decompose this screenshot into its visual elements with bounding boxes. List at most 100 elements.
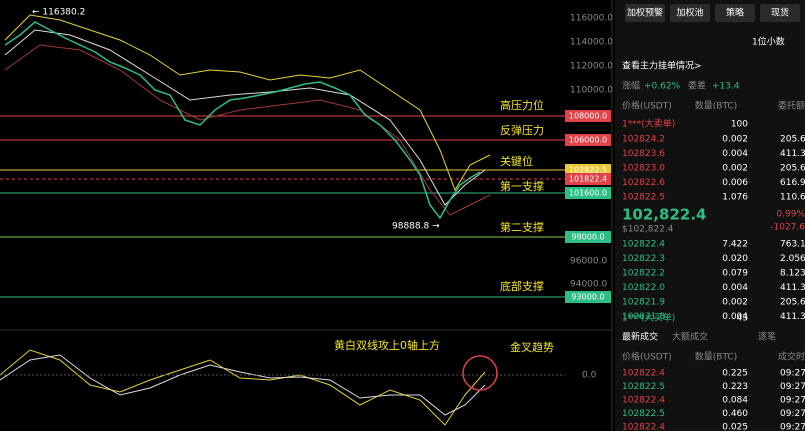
level-tag-label: 108000.0 bbox=[569, 112, 607, 121]
level-tag bbox=[565, 291, 611, 303]
bid-cell: 2.056万 bbox=[780, 254, 805, 264]
price-axis-label: 112000.0 bbox=[570, 62, 613, 72]
bid-cell: 411.3 bbox=[780, 283, 805, 293]
trade-cell: 0.225 bbox=[722, 369, 748, 379]
ask-cell: 0.004 bbox=[722, 149, 748, 159]
ask-cell: 411.3 bbox=[780, 149, 805, 159]
trade-cell: 09:27:08 bbox=[780, 396, 805, 406]
annotation: 高压力位 bbox=[500, 98, 544, 112]
annotation: 关键位 bbox=[500, 154, 533, 168]
trades-header: 价格(USDT) bbox=[622, 351, 672, 363]
level-tag-label: 98000.0 bbox=[571, 233, 604, 242]
trade-cell: 102822.5 bbox=[622, 409, 665, 419]
book-header: 数量(BTC) bbox=[695, 100, 737, 112]
stat: +0.62% bbox=[644, 82, 681, 92]
ask-cell: 0.006 bbox=[722, 178, 748, 188]
annotation: 反弹压力 bbox=[500, 123, 544, 137]
bid-cell: 102822.3 bbox=[622, 254, 665, 264]
level-tag-label: 106000.0 bbox=[569, 136, 607, 145]
level-lines bbox=[0, 115, 565, 298]
big-ask-qty: 100 bbox=[731, 120, 748, 130]
ask-cell: 102822.5 bbox=[622, 193, 665, 203]
price-axis-label: 94000.0 bbox=[570, 280, 607, 290]
button-label[interactable]: 加权预警 bbox=[627, 7, 663, 19]
ask-cell: 102824.2 bbox=[622, 135, 665, 145]
big-bid: 1***(大买单) bbox=[622, 312, 675, 324]
price-axis-label: 96000.0 bbox=[570, 257, 607, 267]
bid-cell: 205.6 bbox=[780, 298, 805, 308]
macd-axis-label: 0.0 bbox=[582, 371, 597, 381]
trades-header: 数量(BTC) bbox=[695, 351, 737, 363]
stat: 涨幅 bbox=[622, 80, 640, 92]
level-tag-label: 101600.0 bbox=[569, 189, 607, 198]
bid-cell: 102822.2 bbox=[622, 269, 665, 279]
change-amount: -1027.6 bbox=[770, 223, 805, 233]
button[interactable] bbox=[760, 4, 800, 22]
button[interactable] bbox=[715, 4, 755, 22]
button-label[interactable]: 加权池 bbox=[676, 7, 703, 19]
ask-cell: 616.9 bbox=[780, 178, 805, 188]
trade-cell: 0.460 bbox=[722, 409, 748, 419]
price-axis-label: 116000.0 bbox=[570, 14, 613, 24]
tab[interactable]: 大额成交 bbox=[672, 331, 708, 343]
book-header: 价格(USDT) bbox=[622, 100, 672, 112]
trade-cell: 09:27:0 bbox=[780, 423, 805, 431]
ask-cell: 102822.6 bbox=[622, 178, 665, 188]
bid-cell: 102822.0 bbox=[622, 283, 665, 293]
trade-cell: 0.025 bbox=[722, 423, 748, 431]
level-tag-label: 102822.5 bbox=[569, 166, 607, 175]
bid-cell: 102821.9 bbox=[622, 298, 665, 308]
bid-cell: 102821.8 bbox=[622, 312, 665, 322]
macd-drawing bbox=[0, 349, 565, 426]
trade-cell: 09:27:08 bbox=[780, 409, 805, 419]
ask-cell: 110.63万 bbox=[780, 193, 805, 203]
stat: 委差 bbox=[688, 80, 706, 92]
macd-annotation: 金叉趋势 bbox=[510, 340, 554, 354]
ask-cell: 0.002 bbox=[722, 164, 748, 174]
trade-cell: 102822.4 bbox=[622, 396, 665, 406]
trade-cell: 0.223 bbox=[722, 382, 748, 392]
button-label[interactable]: 现货 bbox=[771, 7, 789, 19]
bid-cell: 8.123万 bbox=[780, 269, 805, 279]
button-label[interactable]: 策略 bbox=[726, 7, 744, 19]
ask-cell: 102823.6 bbox=[622, 149, 665, 159]
trade-cell: 09:27:08 bbox=[780, 369, 805, 379]
bid-cell: 763.14万 bbox=[780, 240, 805, 250]
trade-cell: 09:27:08 bbox=[780, 382, 805, 392]
bid-cell: 0.004 bbox=[722, 283, 748, 293]
level-tag-label: 101822.4 bbox=[569, 175, 607, 184]
tab[interactable]: 最新成交 bbox=[622, 331, 658, 343]
price-drawing bbox=[4, 14, 491, 220]
trade-cell: 102822.5 bbox=[622, 382, 665, 392]
book-header: 委托额 bbox=[778, 100, 805, 112]
trade-cell: 0.084 bbox=[722, 396, 748, 406]
precision: 1位小数 bbox=[752, 36, 785, 48]
annotation: 第二支撑 bbox=[500, 220, 544, 234]
annotation: 第一支撑 bbox=[500, 179, 544, 193]
price-axis-label: 110000.0 bbox=[570, 86, 613, 96]
last-usd: $102,822.4 bbox=[622, 225, 674, 235]
level-tag bbox=[565, 187, 611, 199]
trades-header: 成交时间 bbox=[778, 351, 805, 363]
tab[interactable]: 逐笔 bbox=[758, 331, 776, 343]
bid-cell: 0.020 bbox=[722, 254, 748, 264]
side-panel bbox=[615, 0, 805, 431]
ask-cell: 205.6 bbox=[780, 135, 805, 145]
trade-cell: 102822.4 bbox=[622, 423, 665, 431]
ask-cell: 205.6 bbox=[780, 164, 805, 174]
macd-annotation: 黄白双线攻上0轴上方 bbox=[334, 338, 440, 352]
bid-cell: 7.422 bbox=[722, 240, 748, 250]
level-tag bbox=[565, 173, 611, 185]
button[interactable] bbox=[625, 4, 665, 22]
high-label: ← 116380.2 bbox=[32, 8, 85, 18]
last-price: 102,822.4 bbox=[622, 206, 706, 224]
bid-cell: 411.3 bbox=[780, 312, 805, 322]
stat: +13.4 bbox=[712, 82, 740, 92]
big-bid-qty: 43 bbox=[737, 314, 748, 324]
button[interactable] bbox=[670, 4, 710, 22]
bid-cell: 0.002 bbox=[722, 298, 748, 308]
ask-cell: 0.002 bbox=[722, 135, 748, 145]
annotation: 底部支撑 bbox=[500, 279, 544, 293]
level-tag-label: 93000.0 bbox=[571, 293, 604, 302]
